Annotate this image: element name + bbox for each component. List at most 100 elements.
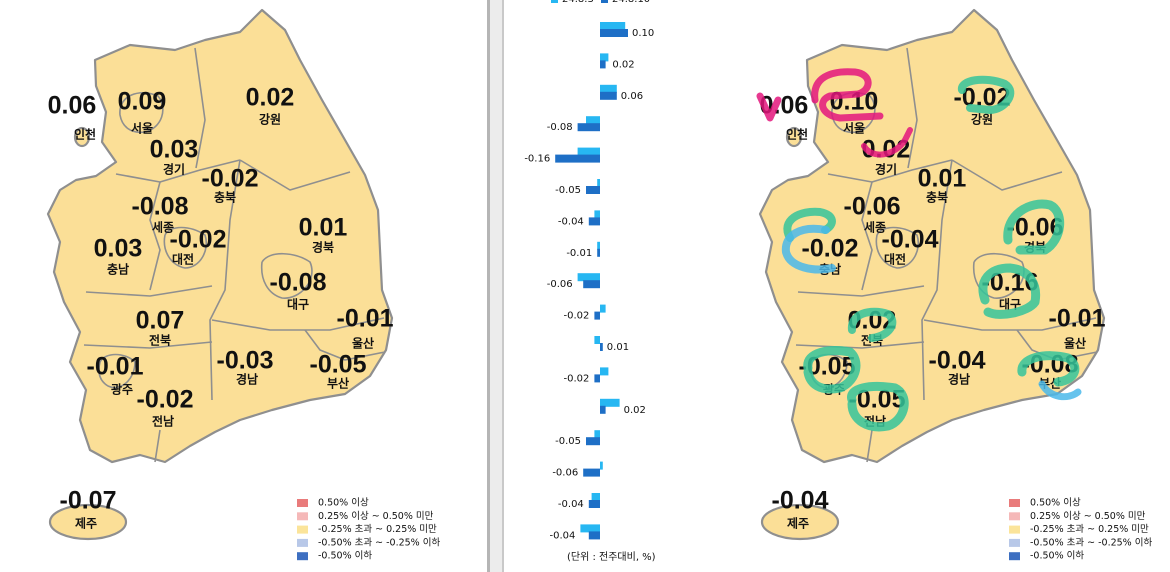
island <box>785 126 803 148</box>
bar <box>591 493 600 501</box>
region-value: -0.02 <box>802 235 859 263</box>
region-name: 충남 <box>107 262 129 277</box>
region-name: 광주 <box>111 382 133 397</box>
bar <box>600 461 603 470</box>
highlight <box>1017 351 1080 387</box>
legend-label: -0.50% 초과 ~ -0.25% 이하 <box>1030 536 1152 548</box>
bar <box>600 304 606 313</box>
boundary <box>972 252 1025 299</box>
divider <box>502 0 504 572</box>
region-value: -0.01 <box>337 305 394 333</box>
region-name: 제주 <box>75 517 97 531</box>
legend-label: 0.50% 이상 <box>1030 498 1081 509</box>
value-label: 0.10 <box>632 28 654 39</box>
boundary <box>875 226 919 269</box>
region-name: 대전 <box>172 252 194 267</box>
bar <box>577 123 600 132</box>
boundary <box>83 341 213 349</box>
bar <box>600 84 617 93</box>
boundary <box>163 226 207 269</box>
region-value: 0.01 <box>918 165 967 193</box>
boundary <box>951 159 1063 191</box>
bar <box>600 398 620 407</box>
region-name: 서울 <box>843 121 865 136</box>
boundary <box>866 429 873 463</box>
highlight <box>847 307 897 342</box>
region-value: -0.05 <box>310 351 367 379</box>
boundary <box>85 285 213 297</box>
region-name: 대구 <box>287 298 309 312</box>
legend-swatch <box>1009 499 1020 507</box>
region-value: -0.04 <box>882 226 939 254</box>
map: 0.06인천0.10서울0.02경기-0.02강원0.01충북-0.06세종-0… <box>758 8 1152 562</box>
island <box>48 503 128 541</box>
region-value: -0.01 <box>87 353 144 381</box>
bar <box>586 116 600 125</box>
legend-label: -0.50% 이하 <box>318 550 372 562</box>
region-name: 전북 <box>149 333 171 348</box>
bar <box>580 524 600 533</box>
bar-chart: 24.8.3 24.8.10 0.10 0.02 0.06 -0.08 -0.16 -0.05… <box>524 0 656 563</box>
value-label: -0.04 <box>550 530 576 541</box>
highlight <box>783 207 836 242</box>
region-value: -0.08 <box>132 193 189 221</box>
bar <box>583 280 600 289</box>
legend-swatch <box>1009 512 1020 521</box>
legend-label: 0.25% 이상 ~ 0.50% 미만 <box>1030 511 1146 522</box>
value-label: 0.06 <box>621 91 643 102</box>
annotations <box>756 68 1082 432</box>
bar <box>600 53 609 62</box>
value-label: -0.06 <box>552 468 578 479</box>
boundary <box>194 47 206 169</box>
region-name: 세종 <box>864 220 886 235</box>
bar <box>597 179 600 187</box>
region-name: 경기 <box>163 162 185 177</box>
island <box>73 126 91 148</box>
region-value: -0.04 <box>772 487 829 515</box>
region-value: 0.06 <box>48 92 97 120</box>
region-name: 경남 <box>948 372 970 387</box>
value-label: -0.01 <box>566 248 592 259</box>
region-value: 0.03 <box>150 136 199 164</box>
value-label: -0.04 <box>558 216 584 227</box>
bar <box>594 311 600 320</box>
region-name: 경남 <box>236 372 258 387</box>
boundary <box>154 429 161 463</box>
legend-swatch <box>601 0 608 3</box>
legend-label: -0.50% 초과 ~ -0.25% 이하 <box>318 536 440 548</box>
region-value: -0.02 <box>170 226 227 254</box>
bar <box>583 468 600 477</box>
unit-note: (단위 : 전주대비, %) <box>567 550 656 563</box>
value-label: -0.02 <box>564 311 590 322</box>
region-name: 제주 <box>787 517 809 531</box>
bar <box>588 500 600 508</box>
region-name: 충북 <box>214 190 236 205</box>
highlight <box>958 75 1015 114</box>
map: 0.06인천0.09서울0.03경기0.02강원-0.02충북-0.08세종-0… <box>46 8 440 562</box>
legend-swatch <box>297 538 308 547</box>
boundary <box>239 159 351 191</box>
bar <box>588 531 600 540</box>
island <box>760 503 840 541</box>
legend-swatch <box>297 525 308 534</box>
legend-label: 24.8.3 <box>562 0 594 5</box>
boundary <box>797 285 925 297</box>
value-label: 0.02 <box>624 405 646 416</box>
legend-swatch <box>1009 538 1020 547</box>
boundary <box>304 329 386 361</box>
value-label: -0.06 <box>547 279 573 290</box>
value-label: -0.05 <box>555 436 581 447</box>
bar <box>588 217 600 226</box>
region-value: -0.06 <box>844 193 901 221</box>
land <box>46 8 394 464</box>
value-label: -0.02 <box>564 373 590 384</box>
region-name: 전남 <box>152 414 174 429</box>
region-name: 인천 <box>74 127 96 142</box>
region-value: -0.02 <box>137 386 194 414</box>
region-value: -0.03 <box>217 347 274 375</box>
legend-label: -0.25% 초과 ~ 0.25% 미만 <box>1030 524 1149 535</box>
bar <box>594 374 600 383</box>
boundary <box>921 159 953 401</box>
